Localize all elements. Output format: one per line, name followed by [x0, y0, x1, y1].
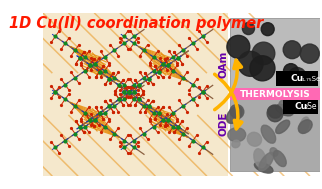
Text: ODE: ODE — [219, 112, 229, 136]
FancyBboxPatch shape — [276, 71, 318, 86]
Ellipse shape — [270, 148, 278, 156]
Ellipse shape — [230, 105, 244, 118]
Text: ₁.₇₅Se: ₁.₇₅Se — [302, 76, 321, 82]
Ellipse shape — [228, 128, 246, 142]
Circle shape — [227, 35, 250, 58]
Circle shape — [242, 22, 254, 35]
Text: Cu: Cu — [291, 74, 304, 83]
FancyBboxPatch shape — [231, 88, 320, 100]
Polygon shape — [43, 13, 228, 176]
Ellipse shape — [259, 152, 274, 171]
Ellipse shape — [232, 140, 240, 148]
Ellipse shape — [261, 125, 276, 143]
Ellipse shape — [299, 117, 309, 133]
Polygon shape — [231, 18, 320, 90]
Ellipse shape — [298, 120, 312, 133]
Text: 1D Cu(II) coordination polymer: 1D Cu(II) coordination polymer — [9, 16, 263, 31]
Circle shape — [300, 44, 319, 63]
Circle shape — [283, 64, 298, 78]
Text: ₂Se: ₂Se — [305, 102, 317, 112]
FancyBboxPatch shape — [283, 100, 318, 114]
Ellipse shape — [273, 150, 286, 167]
Circle shape — [283, 41, 301, 59]
Text: THERMOLYSIS: THERMOLYSIS — [240, 90, 310, 99]
Circle shape — [250, 56, 275, 81]
Circle shape — [238, 51, 263, 76]
Ellipse shape — [254, 149, 266, 168]
Ellipse shape — [267, 105, 283, 122]
Circle shape — [288, 67, 306, 85]
Ellipse shape — [247, 132, 261, 146]
Polygon shape — [231, 98, 320, 171]
Ellipse shape — [254, 162, 273, 173]
Ellipse shape — [275, 104, 293, 116]
Text: Cu: Cu — [294, 102, 308, 112]
Ellipse shape — [226, 107, 242, 123]
Circle shape — [252, 42, 275, 65]
Ellipse shape — [279, 100, 289, 109]
Ellipse shape — [268, 105, 282, 118]
Text: OAm: OAm — [219, 50, 229, 78]
Circle shape — [261, 23, 274, 36]
Ellipse shape — [276, 120, 290, 134]
